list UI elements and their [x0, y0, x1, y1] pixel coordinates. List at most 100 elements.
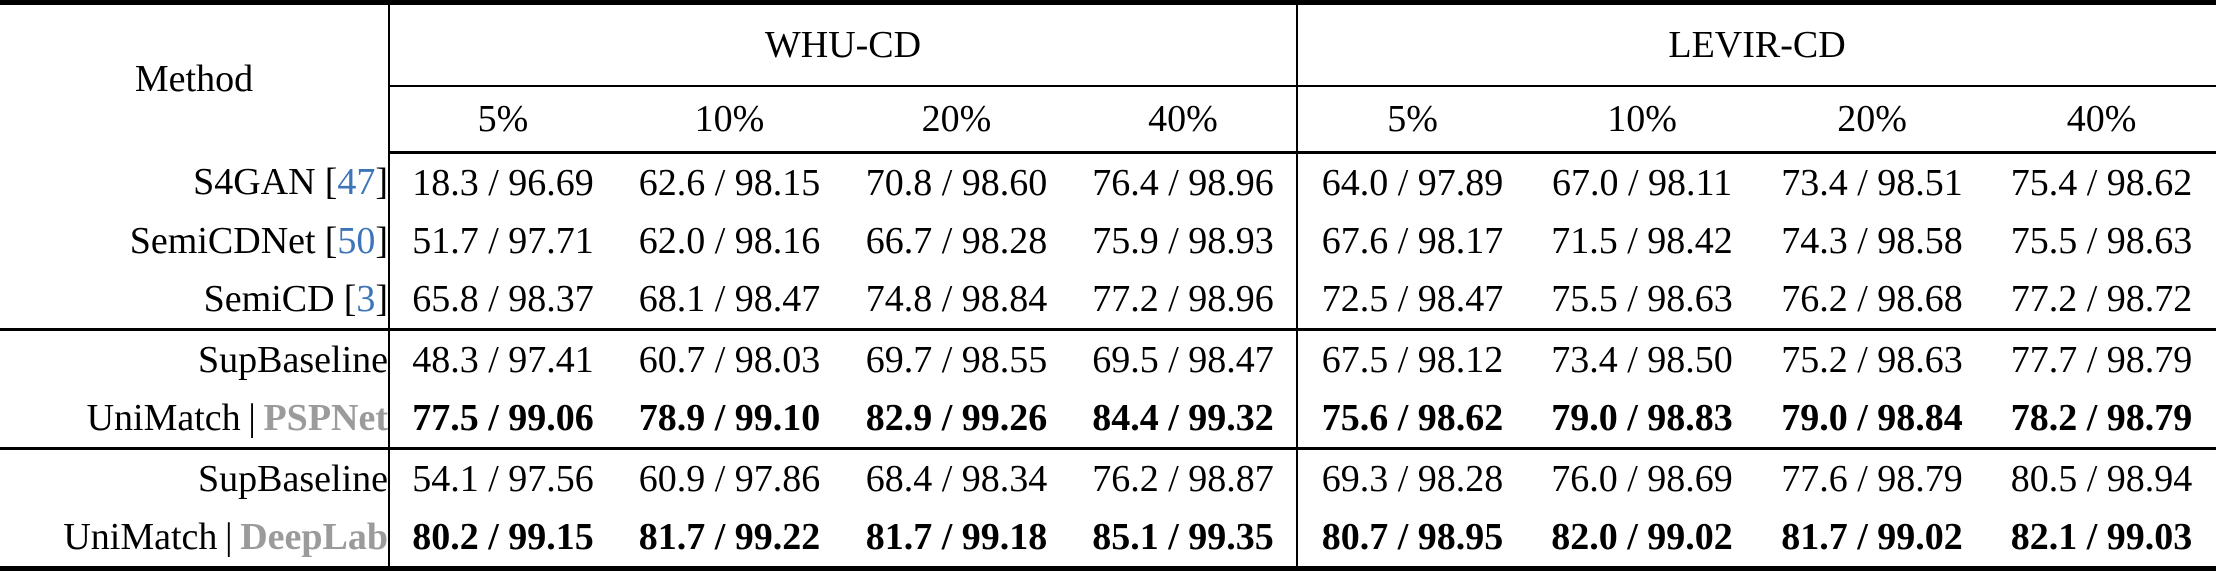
ratio-header-levir-20: 20%	[1757, 86, 1988, 154]
citation-bracket-close: ]	[375, 220, 388, 262]
score-cell: 71.5 / 98.42	[1551, 220, 1733, 262]
score-cell: 66.7 / 98.28	[865, 220, 1048, 262]
score-cell: 70.8 / 98.60	[865, 162, 1048, 204]
score-cell: 75.9 / 98.93	[1070, 212, 1299, 270]
ratio-header-whu-40: 40%	[1070, 86, 1299, 154]
method-cell: S4GAN [47]	[0, 152, 390, 212]
score-cell: 73.4 / 98.51	[1781, 162, 1963, 204]
citation-bracket-open: [	[324, 220, 338, 262]
method-label: S4GAN	[193, 161, 316, 204]
score-cell: 68.4 / 98.34	[865, 458, 1048, 500]
score-cell: 74.3 / 98.58	[1781, 220, 1963, 262]
method-cell: UniMatch | PSPNet	[0, 389, 390, 450]
score-cell: 64.0 / 97.89	[1321, 162, 1504, 204]
score-cell: 65.8 / 98.37	[389, 270, 616, 331]
score-cell: 77.2 / 98.96	[1070, 270, 1299, 331]
method-cell: SemiCD [3]	[0, 270, 390, 331]
method-label: UniMatch	[63, 516, 218, 558]
score-cell: 82.9 / 99.26	[843, 389, 1070, 450]
score-cell: 69.3 / 98.28	[1321, 458, 1504, 500]
score-cell: 74.8 / 98.84	[843, 270, 1070, 331]
method-label: UniMatch	[86, 397, 241, 439]
table-row-unimatch-pspnet: UniMatch | PSPNet 77.5 / 99.06 78.9 / 99.1…	[0, 389, 2216, 450]
score-cell: 75.5 / 98.63	[1527, 270, 1758, 331]
score-cell: 75.6 / 98.62	[1297, 389, 1528, 450]
score-cell: 76.2 / 98.87	[1070, 448, 1299, 508]
group-header-levir-cd: LEVIR-CD	[1297, 2, 2216, 87]
score-cell: 79.0 / 98.84	[1757, 389, 1988, 450]
citation-link[interactable]: 3	[356, 278, 376, 320]
score-cell: 51.7 / 97.71	[412, 220, 594, 262]
method-cell: SupBaseline	[0, 448, 390, 508]
ratio-header-levir-40: 40%	[1987, 86, 2216, 154]
score-cell: 76.2 / 98.68	[1757, 270, 1988, 331]
citation-bracket-open: [	[324, 161, 338, 204]
ratio-header-whu-20: 20%	[843, 86, 1070, 154]
ratio-header-levir-5: 5%	[1297, 86, 1528, 154]
score-cell: 75.4 / 98.62	[2010, 162, 2193, 204]
group-header-whu-cd: WHU-CD	[389, 2, 1299, 87]
method-cell: SemiCDNet [50]	[0, 212, 390, 270]
score-cell: 85.1 / 99.35	[1070, 508, 1299, 569]
score-cell: 67.6 / 98.17	[1321, 220, 1504, 262]
header-row-datasets: Method WHU-CD LEVIR-CD	[0, 2, 2216, 153]
score-cell: 80.2 / 99.15	[412, 516, 594, 558]
score-cell: 73.4 / 98.50	[1551, 339, 1733, 381]
citation-bracket-open: [	[343, 278, 357, 320]
score-cell: 67.0 / 98.11	[1551, 162, 1733, 204]
score-cell: 75.2 / 98.63	[1781, 339, 1963, 381]
header-row-ratios: 5% 10% 20% 40% 5% 10% 20% 40%	[0, 86, 2216, 154]
column-header-method: Method	[0, 2, 390, 153]
citation-link[interactable]: 50	[337, 220, 376, 262]
score-cell: 80.5 / 98.94	[2010, 458, 2193, 500]
score-cell: 75.5 / 98.63	[2010, 220, 2193, 262]
ratio-header-whu-10: 10%	[616, 86, 843, 154]
score-cell: 84.4 / 99.32	[1070, 389, 1299, 450]
score-cell: 54.1 / 97.56	[412, 458, 594, 500]
citation-bracket-close: ]	[375, 278, 388, 320]
ratio-header-levir-10: 10%	[1527, 86, 1758, 154]
table-row-supbaseline-pspnet: SupBaseline 48.3 / 97.41 60.7 / 98.03 69…	[0, 329, 2216, 389]
score-cell: 77.5 / 99.06	[389, 389, 616, 450]
score-cell: 68.1 / 98.47	[616, 270, 843, 331]
score-cell: 69.7 / 98.55	[865, 339, 1048, 381]
method-cell: UniMatch | DeepLab	[0, 508, 390, 569]
table-row-supbaseline-deeplab: SupBaseline 54.1 / 97.56 60.9 / 97.86 68…	[0, 448, 2216, 508]
score-cell: 62.0 / 98.16	[638, 220, 821, 262]
method-label: SupBaseline	[198, 458, 388, 500]
score-cell: 80.7 / 98.95	[1321, 516, 1504, 558]
method-label: SemiCDNet	[129, 220, 316, 262]
citation-bracket-close: ]	[375, 161, 388, 204]
score-cell: 18.3 / 96.69	[412, 162, 594, 204]
table-row-semicd: SemiCD [3] 65.8 / 98.37 68.1 / 98.47 74.8…	[0, 270, 2216, 331]
score-cell: 78.2 / 98.79	[1987, 389, 2216, 450]
method-cell: SupBaseline	[0, 329, 390, 389]
table-row-s4gan: S4GAN [47] 18.3 / 96.69 62.6 / 98.15 70.8…	[0, 152, 2216, 212]
score-cell: 78.9 / 99.10	[616, 389, 843, 450]
score-cell: 77.7 / 98.79	[2010, 339, 2193, 381]
table-row-semicdnet: SemiCDNet [50] 51.7 / 97.71 62.0 / 98.16 …	[0, 212, 2216, 270]
score-cell: 77.2 / 98.72	[1987, 270, 2216, 331]
score-cell: 76.4 / 98.96	[1070, 152, 1299, 212]
method-label: SemiCD	[203, 278, 335, 320]
pipe-separator: |	[248, 397, 256, 439]
score-cell: 81.7 / 99.22	[638, 516, 821, 558]
citation-link[interactable]: 47	[337, 161, 376, 204]
score-cell: 60.7 / 98.03	[638, 339, 821, 381]
score-cell: 82.0 / 99.02	[1551, 516, 1733, 558]
pipe-separator: |	[225, 516, 233, 558]
score-cell: 72.5 / 98.47	[1297, 270, 1528, 331]
backbone-label: PSPNet	[263, 397, 388, 439]
score-cell: 81.7 / 99.18	[865, 516, 1048, 558]
score-cell: 67.5 / 98.12	[1321, 339, 1504, 381]
score-cell: 62.6 / 98.15	[638, 162, 821, 204]
method-label: SupBaseline	[198, 339, 388, 381]
score-cell: 48.3 / 97.41	[412, 339, 594, 381]
ratio-header-whu-5: 5%	[389, 86, 616, 154]
table-row-unimatch-deeplab: UniMatch | DeepLab 80.2 / 99.15 81.7 / 99.…	[0, 508, 2216, 569]
score-cell: 81.7 / 99.02	[1781, 516, 1963, 558]
score-cell: 82.1 / 99.03	[2010, 516, 2193, 558]
score-cell: 77.6 / 98.79	[1781, 458, 1963, 500]
